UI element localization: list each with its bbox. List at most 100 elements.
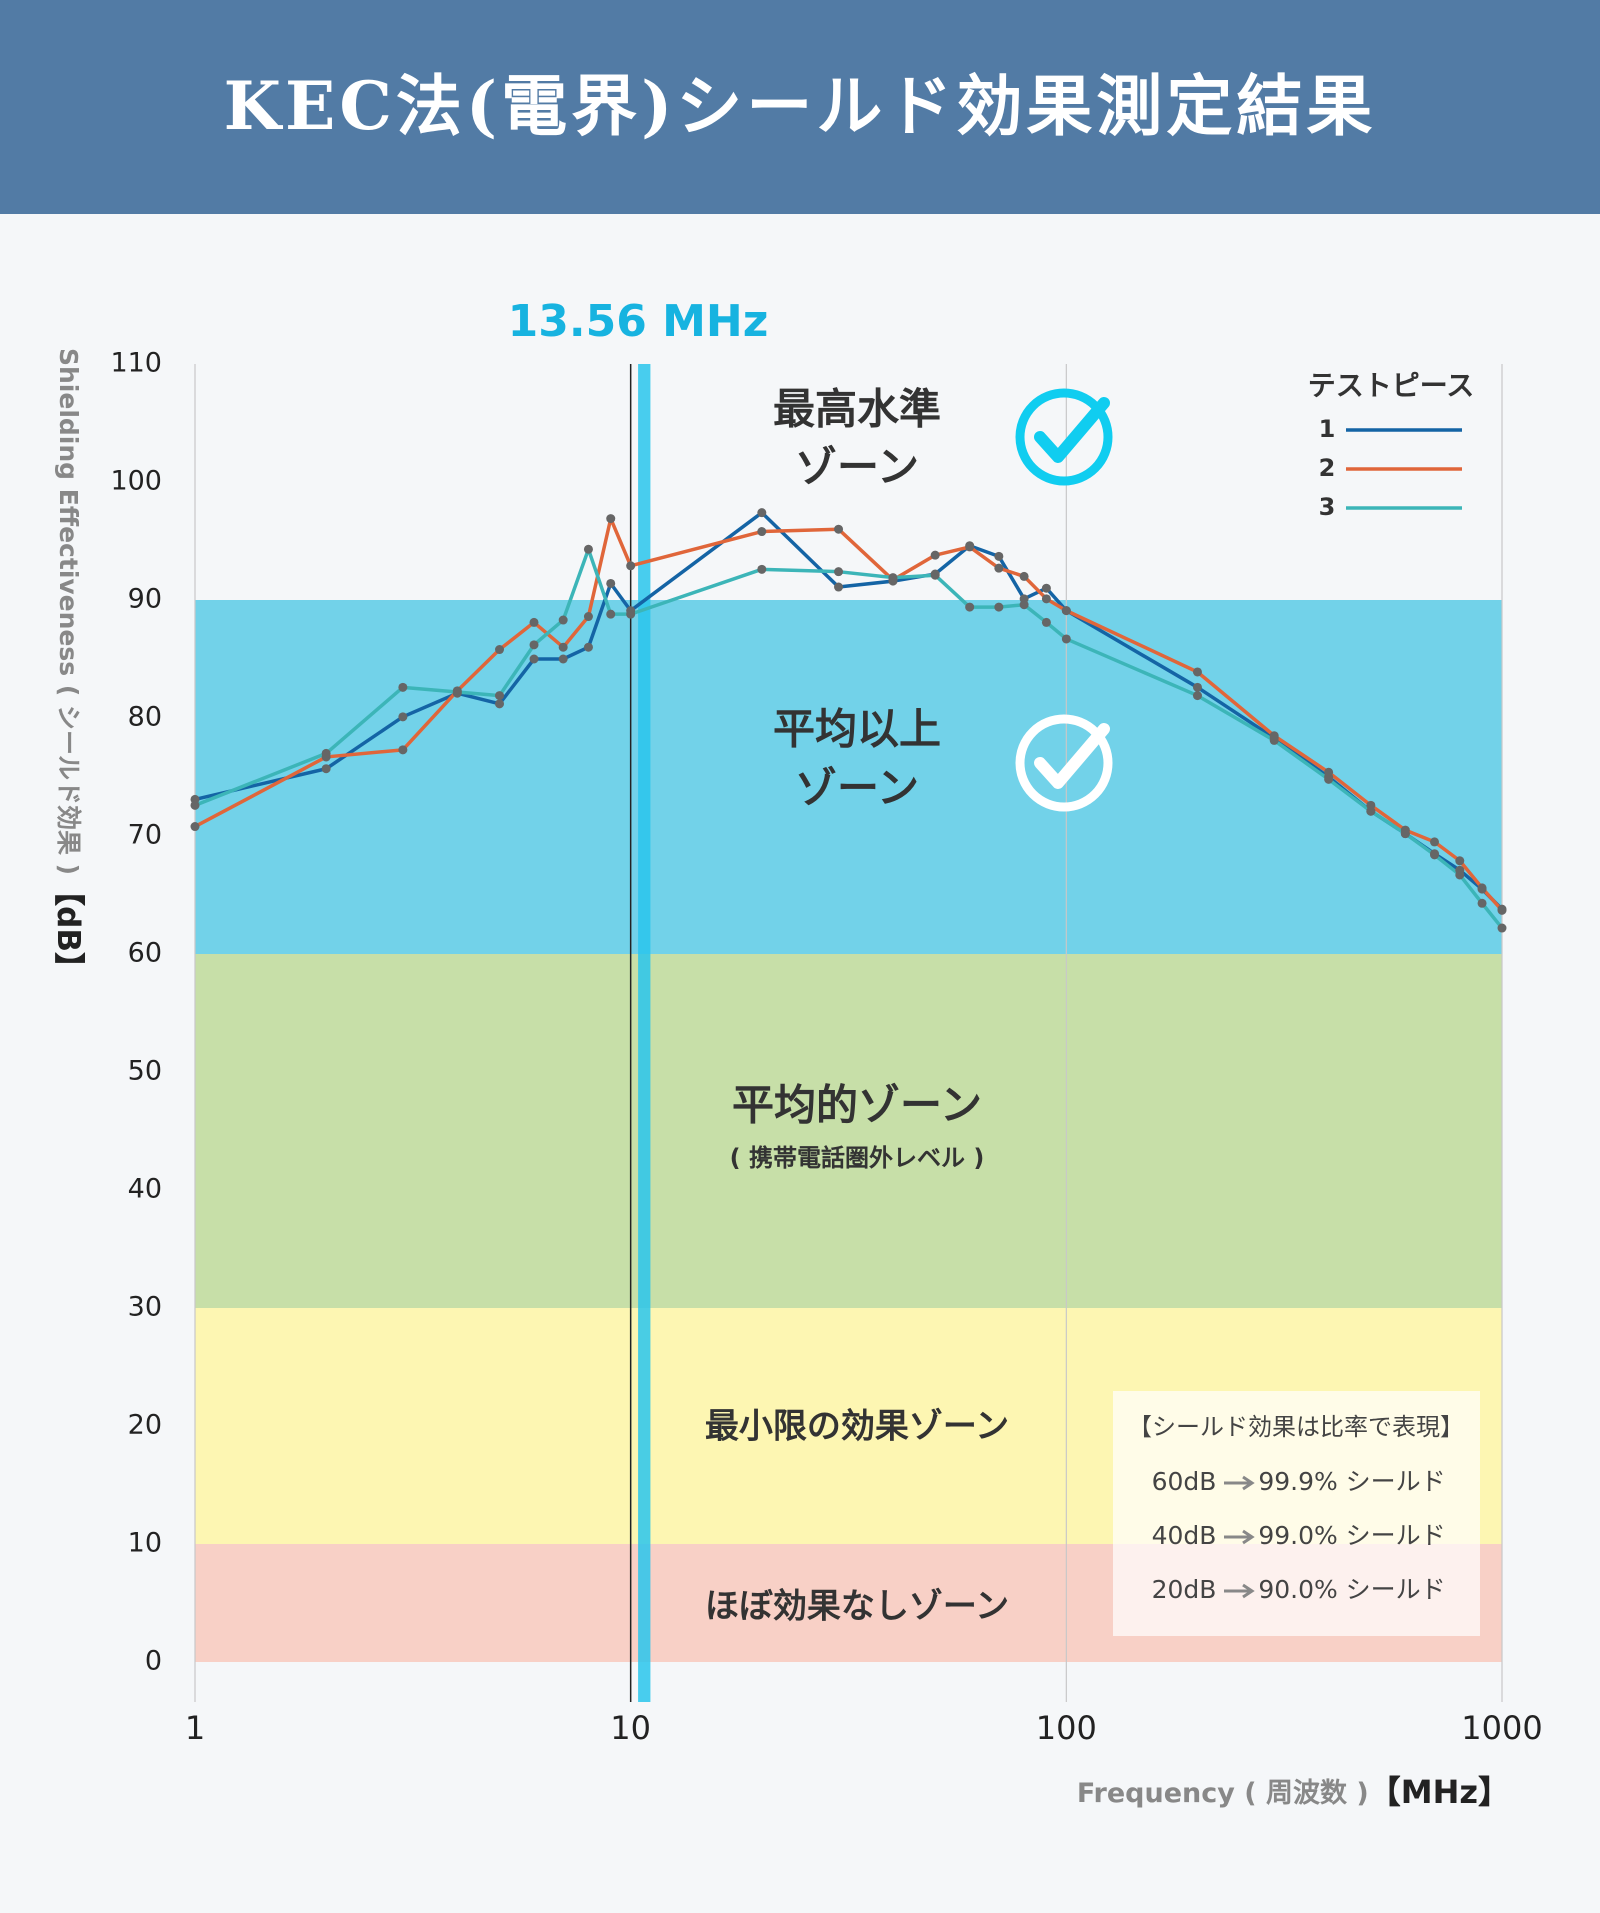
zone-label: ゾーン [795,443,919,492]
check-icon [1015,388,1113,486]
marker-band [638,364,651,1702]
zone-label: 最小限の効果ゾーン [705,1407,1009,1447]
data-point [529,617,539,627]
zone [195,600,1502,954]
note-arrow [1224,1475,1255,1491]
data-point [1192,691,1202,701]
note-ratio: 99.0% シールド [1258,1521,1445,1550]
data-point [529,654,539,664]
note-db: 60dB [1152,1467,1217,1496]
series-line [194,516,1504,912]
y-tick-label: 70 [128,820,162,851]
x-tick-label: 100 [1036,1709,1097,1747]
check-icon [1015,714,1113,812]
check-icon [1034,723,1110,789]
data-point [994,602,1004,612]
data-point [1455,856,1465,866]
data-point [626,561,636,571]
data-point [398,682,408,692]
marker-label: 13.56 MHz [508,296,769,347]
data-point [1324,767,1334,777]
data-point [1019,571,1029,581]
check-icon [1034,397,1110,463]
data-point [1192,682,1202,692]
data-point [606,609,616,619]
data-point [606,578,616,588]
data-point [529,640,539,650]
data-point [583,642,593,652]
y-axis-label: Shielding Effectiveness ( シールド効果 )【dB】 [51,348,87,983]
zone-label: 最高水準 [773,385,941,434]
data-point [583,612,593,622]
y-tick-label: 100 [110,466,162,497]
y-axis-title: Shielding Effectiveness ( シールド効果 ) [54,348,83,875]
note-arrow [1224,1529,1255,1545]
data-point [994,551,1004,561]
data-point [558,642,568,652]
data-point [1430,837,1440,847]
data-point [834,567,844,577]
data-point [1041,583,1051,593]
x-axis-title: Frequency ( 周波数 ) [1077,1778,1369,1809]
data-point [994,563,1004,573]
data-point [1400,829,1410,839]
data-point [398,712,408,722]
data-point [1041,617,1051,627]
note-db: 40dB [1152,1521,1217,1550]
data-point [1366,806,1376,816]
data-point [1269,735,1279,745]
y-tick-label: 20 [128,1410,162,1441]
data-point [321,748,331,758]
data-point [1324,774,1334,784]
x-tick-label: 1 [185,1709,205,1747]
y-tick-label: 110 [110,348,162,379]
data-point [1477,898,1487,908]
data-point [321,764,331,774]
data-point [757,564,767,574]
data-point [757,527,767,537]
y-tick-label: 10 [128,1528,162,1559]
chart-title: KEC法(電界)シールド効果測定結果 [224,67,1377,145]
x-tick-label: 10 [610,1709,651,1747]
data-point [1497,923,1507,933]
title-bar [0,0,1600,214]
x-tick-label: 1000 [1461,1709,1542,1747]
data-point [190,822,200,832]
y-tick-label: 90 [128,584,162,615]
data-point [1061,606,1071,616]
legend-label: 3 [1319,493,1336,521]
data-point [1019,600,1029,610]
x-axis-unit: 【MHz】 [1369,1773,1510,1811]
zone [195,954,1502,1308]
data-point [965,602,975,612]
data-point [965,542,975,552]
legend-label: 1 [1319,415,1336,443]
note-box [1113,1391,1480,1636]
zone-label: 平均的ゾーン [732,1081,982,1130]
data-point [757,508,767,518]
zone-label: ゾーン [795,764,919,813]
note-arrow [1224,1583,1255,1599]
y-tick-label: 60 [128,938,162,969]
data-point [888,573,898,583]
note-title: 【シールド効果は比率で表現】 [1128,1413,1464,1441]
data-point [626,609,636,619]
y-tick-label: 30 [128,1292,162,1323]
x-axis-label: Frequency ( 周波数 )【MHz】 [1077,1773,1510,1811]
y-tick-label: 40 [128,1174,162,1205]
data-point [1497,905,1507,915]
data-point [558,654,568,664]
data-point [495,691,505,701]
data-point [1041,594,1051,604]
zone-label: ほぼ効果なしゾーン [705,1587,1009,1627]
data-point [1192,667,1202,677]
data-point [834,524,844,534]
data-point [452,687,462,697]
note-ratio: 90.0% シールド [1258,1575,1445,1604]
y-tick-label: 0 [145,1646,162,1677]
y-axis-unit: 【dB】 [51,875,87,983]
zone-label: 平均以上 [773,705,941,754]
data-point [1061,634,1071,644]
data-point [558,615,568,625]
data-point [834,582,844,592]
